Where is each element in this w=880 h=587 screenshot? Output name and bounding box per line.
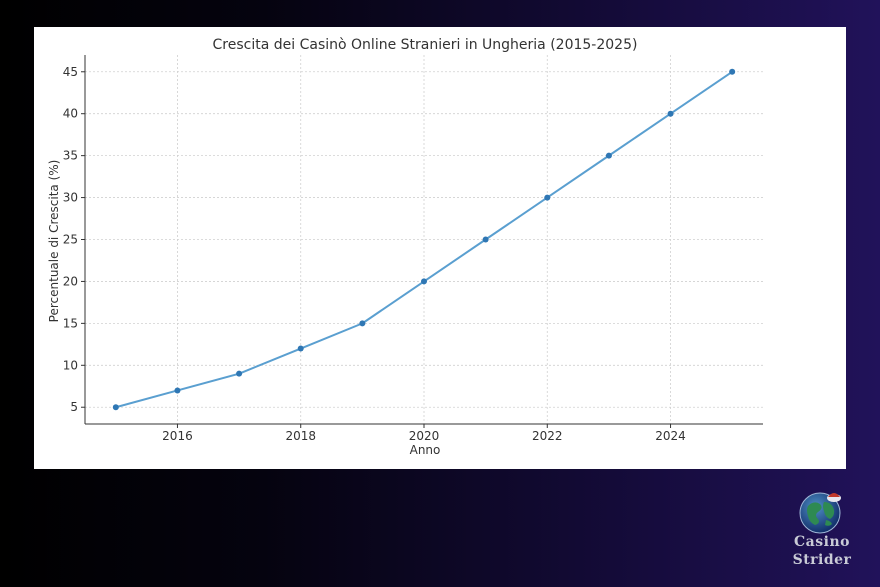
chart-card: Crescita dei Casinò Online Stranieri in …	[34, 27, 846, 469]
y-tick-label-40: 40	[63, 107, 78, 121]
series-growth	[112, 68, 736, 411]
x-tick-label-2018: 2018	[285, 429, 316, 443]
y-tick-label-5: 5	[70, 400, 78, 414]
logo-text-line2: Strider	[792, 552, 852, 568]
y-axis-label: Percentuale di Crescita (%)	[47, 160, 61, 323]
y-tick-label-10: 10	[63, 358, 78, 372]
casino-strider-logo: Casino Strider	[786, 488, 858, 578]
y-tick-label-45: 45	[63, 65, 78, 79]
data-point-2022	[544, 194, 551, 201]
y-tick-label-30: 30	[63, 191, 78, 205]
data-point-2025	[729, 68, 736, 75]
x-tick-label-2024: 2024	[655, 429, 686, 443]
tick-labels: 2016 2018 2020 2022 2024 5 10 15 20 25 30 35 40 45	[63, 65, 686, 443]
x-tick-label-2020: 2020	[409, 429, 440, 443]
data-point-2023	[605, 152, 612, 159]
data-point-2018	[297, 345, 304, 352]
data-point-2017	[236, 370, 243, 377]
y-tick-label-20: 20	[63, 274, 78, 288]
data-point-2015	[112, 404, 119, 411]
x-tick-label-2022: 2022	[532, 429, 563, 443]
y-tick-label-35: 35	[63, 149, 78, 163]
data-point-2016	[174, 387, 181, 394]
grid-lines	[85, 55, 763, 424]
line-chart: Crescita dei Casinò Online Stranieri in …	[47, 37, 763, 457]
y-tick-label-15: 15	[63, 316, 78, 330]
data-point-2020	[421, 278, 427, 285]
data-point-2021	[482, 236, 489, 243]
data-point-2019	[359, 320, 366, 327]
globe-icon	[799, 492, 841, 534]
data-point-2024	[667, 110, 674, 117]
x-tick-label-2016: 2016	[162, 429, 193, 443]
chart-title: Crescita dei Casinò Online Stranieri in …	[213, 37, 638, 53]
x-axis-label: Anno	[410, 443, 441, 457]
logo-text-line1: Casino	[794, 534, 850, 550]
y-tick-label-25: 25	[63, 233, 78, 247]
